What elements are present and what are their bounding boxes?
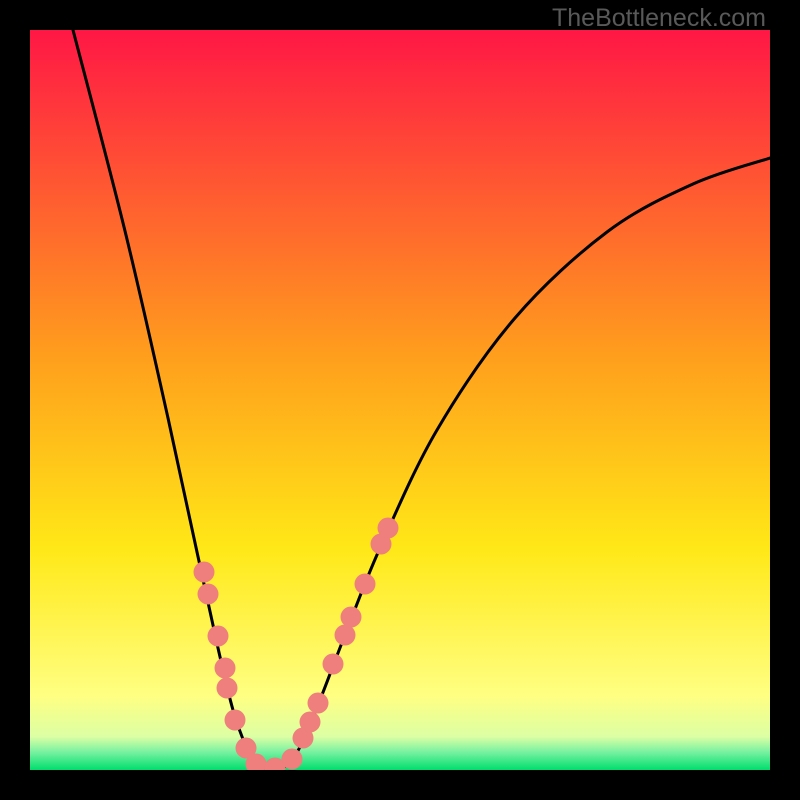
marker-point	[308, 693, 329, 714]
marker-point	[378, 518, 399, 539]
v-curve-path	[73, 30, 770, 770]
watermark-text: TheBottleneck.com	[552, 4, 766, 33]
marker-point	[215, 658, 236, 679]
chart-canvas	[0, 0, 800, 800]
marker-point	[246, 754, 267, 775]
marker-point	[225, 710, 246, 731]
gradient-background	[30, 30, 770, 770]
marker-point	[355, 574, 376, 595]
marker-point	[341, 607, 362, 628]
black-frame	[15, 15, 785, 785]
marker-point	[335, 625, 356, 646]
marker-point	[194, 562, 215, 583]
marker-point	[265, 758, 286, 779]
marker-layer	[194, 518, 399, 779]
marker-point	[323, 654, 344, 675]
marker-point	[282, 749, 303, 770]
marker-point	[198, 584, 219, 605]
marker-point	[371, 534, 392, 555]
marker-point	[236, 738, 257, 759]
marker-point	[293, 728, 314, 749]
chart-root: TheBottleneck.com	[0, 0, 800, 800]
marker-point	[300, 712, 321, 733]
marker-point	[217, 678, 238, 699]
v-curve	[73, 30, 770, 770]
marker-point	[208, 626, 229, 647]
